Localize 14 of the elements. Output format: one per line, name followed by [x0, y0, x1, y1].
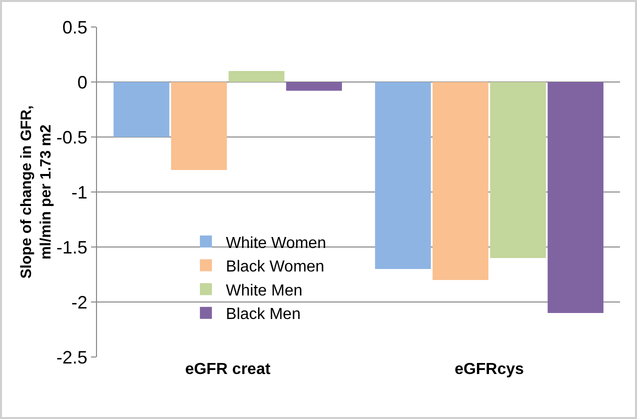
legend-label: Black Men [226, 306, 301, 324]
legend-label: White Men [226, 282, 302, 300]
y-tick-label: -2.5 [56, 347, 88, 368]
y-tick-label: -1.5 [56, 237, 88, 258]
legend-label: Black Women [226, 258, 324, 276]
y-tick-label: 0 [77, 72, 88, 92]
y-axis-title: Slope of change in GFR, ml/min per 1.73 m2 [18, 105, 54, 279]
y-tick-label: -0.5 [56, 127, 88, 148]
x-tick-label: eGFRcys [454, 361, 524, 378]
legend-label: White Women [226, 234, 326, 252]
y-tick-label: -2 [71, 292, 88, 312]
y-tick-label: 0.5 [62, 17, 88, 38]
y-tick-label: -1 [71, 182, 88, 202]
x-tick-label: eGFR creat [185, 361, 272, 378]
